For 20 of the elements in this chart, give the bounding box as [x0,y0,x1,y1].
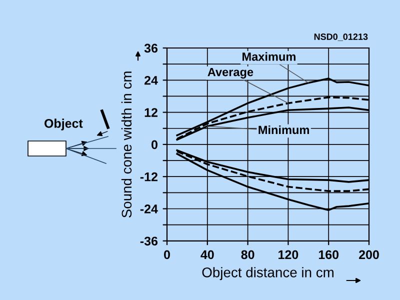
text: Object [44,118,83,130]
y-tick-label: 36 [144,44,158,53]
x-tick-label: 160 [318,250,339,260]
y-axis-title: Sound cone width in cm [121,72,132,218]
text: NSD0_01213 [314,34,368,41]
x-tick-label: 120 [278,250,298,260]
y-tick-label: -12 [140,172,158,182]
y-tick-label: 0 [152,140,158,150]
y-tick-label: 12 [144,108,158,117]
x-tick-label: 80 [241,250,254,260]
y-tick-label: 24 [144,76,158,85]
x-tick-label: 0 [164,250,170,260]
series-label: Minimum [258,125,309,134]
y-tick-label: -36 [140,236,158,246]
x-tick-label: 200 [359,250,379,260]
text: Average [208,68,254,79]
text: Maximum [242,52,296,61]
y-tick-label: -24 [140,204,158,214]
x-axis-title: Object distance in cm [202,267,334,280]
x-tick-label: 40 [200,250,214,260]
